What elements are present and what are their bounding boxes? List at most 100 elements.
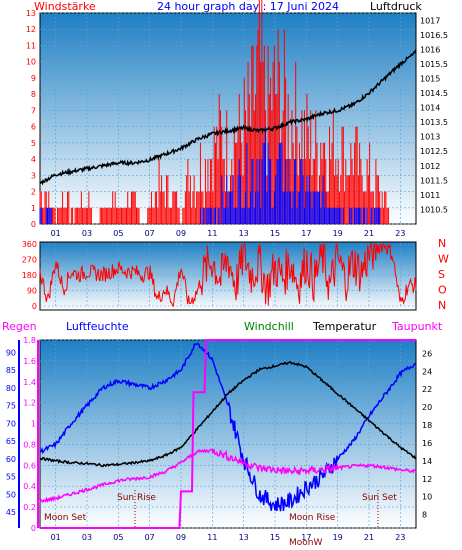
pressure-tick-label: 1014 (420, 104, 440, 113)
temperature-line (39, 360, 417, 468)
humidity-tick-label: 90 (6, 348, 16, 357)
moon-rise-annotation: Moon Rise (289, 513, 336, 523)
x-tick-label: 13 (239, 229, 249, 238)
humidity-tick-label: 50 (6, 490, 16, 499)
wind-direction-line (39, 242, 417, 307)
rain-tick-label: 0 (31, 524, 36, 533)
wind-tick-label: 11 (26, 41, 36, 50)
climate-panel-series (39, 339, 417, 529)
rain-tick-label: 1.6 (23, 357, 36, 366)
wind-tick-label: 8 (31, 90, 36, 99)
x-tick-label: 15 (270, 533, 280, 542)
x-tick-label: 13 (239, 533, 249, 542)
x-tick-label: 01 (51, 533, 61, 542)
pressure-tick-label: 1011.5 (420, 176, 448, 185)
x-tick-label: 11 (207, 533, 217, 542)
rain-tick-label: 0.4 (23, 482, 36, 491)
wind-tick-label: 6 (31, 123, 36, 132)
direction-tick-label: 90 (27, 287, 37, 296)
dewpoint-label: Taupunkt (391, 320, 443, 333)
moon-west-annotation: MoonW (289, 538, 322, 548)
rain-tick-label: 1.8 (23, 336, 36, 345)
humidity-tick-label: 75 (6, 402, 16, 411)
temperature-tick-label: 10 (422, 493, 432, 502)
direction-panel-series (39, 242, 417, 307)
x-tick-label: 15 (270, 229, 280, 238)
temperature-tick-label: 12 (422, 475, 432, 484)
x-tick-label: 11 (207, 229, 217, 238)
rain-label: Regen (2, 320, 37, 333)
x-tick-label: 23 (395, 533, 405, 542)
wind-tick-label: 0 (31, 220, 36, 229)
x-tick-label: 23 (395, 229, 405, 238)
direction-tick-label: 180 (22, 271, 37, 280)
pressure-tick-label: 1015 (420, 74, 440, 83)
direction-tick-label: 360 (22, 240, 37, 249)
climate-panel-grid (40, 339, 416, 529)
temperature-tick-label: 22 (422, 385, 432, 394)
direction-tick-label: 0 (32, 302, 37, 311)
rain-tick-label: 0.8 (23, 440, 36, 449)
pressure-tick-label: 1011 (420, 191, 440, 200)
wind-tick-label: 2 (31, 188, 36, 197)
wind-tick-label: 5 (31, 139, 36, 148)
rain-tick-label: 0.6 (23, 461, 36, 470)
pressure-tick-label: 1016 (420, 45, 440, 54)
temperature-tick-label: 8 (422, 511, 427, 520)
x-tick-label: 09 (176, 229, 186, 238)
humidity-tick-label: 70 (6, 419, 16, 428)
pressure-tick-label: 1015.5 (420, 60, 448, 69)
compass-label: N (438, 237, 446, 250)
humidity-tick-label: 60 (6, 455, 16, 464)
wind-tick-label: 7 (31, 106, 36, 115)
pressure-tick-label: 1016.5 (420, 31, 448, 40)
compass-label: S (438, 268, 445, 281)
wind-tick-label: 13 (26, 9, 36, 18)
moon-set-annotation: Moon Set (44, 513, 87, 523)
wind-strength-label: Windstärke (34, 0, 96, 13)
wind-panel-series (39, 0, 417, 224)
humidity-tick-label: 55 (6, 473, 16, 482)
pressure-tick-label: 1010.5 (420, 205, 448, 214)
humidity-tick-label: 80 (6, 384, 16, 393)
humidity-tick-label: 85 (6, 366, 16, 375)
climate-panel-bg (39, 339, 417, 529)
direction-tick-label: 270 (22, 256, 37, 265)
humidity-tick-label: 65 (6, 437, 16, 446)
rain-line (40, 339, 416, 529)
dewpoint-line (39, 448, 417, 504)
wind-tick-label: 4 (31, 155, 36, 164)
pressure-tick-label: 1014.5 (420, 89, 448, 98)
temperature-tick-label: 26 (422, 349, 432, 358)
x-tick-label: 19 (333, 533, 343, 542)
x-tick-label: 03 (82, 533, 92, 542)
x-tick-label: 05 (113, 533, 123, 542)
x-tick-label: 19 (333, 229, 343, 238)
x-tick-label: 07 (145, 533, 155, 542)
compass-label: O (438, 284, 447, 297)
x-tick-label: 09 (176, 533, 186, 542)
x-tick-label: 07 (145, 229, 155, 238)
rain-tick-label: 1.2 (23, 399, 36, 408)
temperature-tick-label: 16 (422, 439, 432, 448)
windchill-label: Windchill (244, 320, 294, 333)
wind-tick-label: 1 (31, 204, 36, 213)
humidity-line (39, 342, 417, 512)
temperature-tick-label: 18 (422, 421, 432, 430)
wind-panel-axes: 0123456789101112131010.510111011.5101210… (26, 9, 448, 238)
pressure-tick-label: 1012.5 (420, 147, 448, 156)
compass-label: W (438, 253, 449, 266)
temperature-tick-label: 20 (422, 403, 432, 412)
sun-set-annotation: Sun Set (362, 493, 397, 503)
wind-tick-label: 12 (26, 25, 36, 34)
compass-label: N (438, 299, 446, 312)
pressure-tick-label: 1013.5 (420, 118, 448, 127)
wind-tick-label: 10 (26, 58, 36, 67)
x-tick-label: 01 (51, 229, 61, 238)
x-tick-label: 21 (364, 533, 374, 542)
pressure-tick-label: 1013 (420, 133, 440, 142)
humidity-tick-label: 45 (6, 508, 16, 517)
